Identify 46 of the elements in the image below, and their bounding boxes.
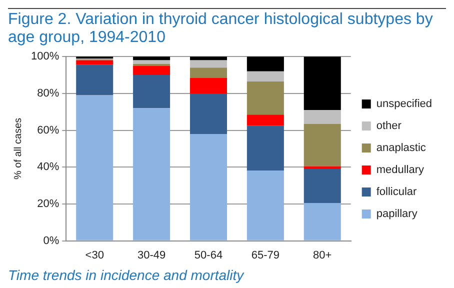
y-tick-label: 60% <box>37 124 60 136</box>
bar <box>76 60 114 65</box>
bar <box>190 134 227 240</box>
bar <box>190 68 227 78</box>
y-tick-label: 0% <box>43 234 60 247</box>
bar <box>246 170 284 240</box>
bar <box>133 56 170 60</box>
bar <box>304 203 341 240</box>
bar <box>304 56 341 110</box>
bar <box>304 166 341 169</box>
bar <box>190 60 227 68</box>
bar <box>246 114 284 126</box>
text: Time trends in incidence and mortality <box>8 267 246 283</box>
bar <box>190 56 227 60</box>
chart-title: Figure 2. Variation in thyroid cancer histological subtypes by age group, 1994-2010 <box>8 11 434 47</box>
x-tick-label: 50-64 <box>194 249 223 262</box>
legend-label: other <box>376 120 402 132</box>
y-tick-label: 100% <box>30 50 60 63</box>
bar <box>246 56 284 72</box>
y-axis-title: % of all cases <box>12 118 24 180</box>
y-tick-label: 40% <box>37 161 60 174</box>
bar <box>76 95 114 240</box>
legend-label: follicular <box>376 186 418 198</box>
bar <box>76 64 114 96</box>
bar <box>246 71 284 82</box>
bar <box>133 66 170 76</box>
bar <box>246 126 284 171</box>
bar <box>304 168 341 204</box>
bar <box>133 108 170 240</box>
y-tick-label: 20% <box>37 198 60 210</box>
x-tick-label: <30 <box>85 249 104 262</box>
bar <box>133 60 170 64</box>
legend-label: anaplastic <box>376 142 426 154</box>
x-tick-label: 80+ <box>313 249 332 262</box>
x-tick-label: 65-79 <box>251 249 280 262</box>
bar <box>190 78 227 94</box>
bar <box>133 75 170 108</box>
y-tick-label: 80% <box>37 87 60 100</box>
x-tick-label: 30-49 <box>137 249 166 262</box>
bar <box>190 93 227 134</box>
bar <box>304 124 341 166</box>
bar <box>304 110 341 124</box>
legend-label: medullary <box>376 164 425 176</box>
legend-label: papillary <box>376 208 418 220</box>
bar <box>246 81 284 115</box>
legend-label: unspecified <box>376 98 432 110</box>
